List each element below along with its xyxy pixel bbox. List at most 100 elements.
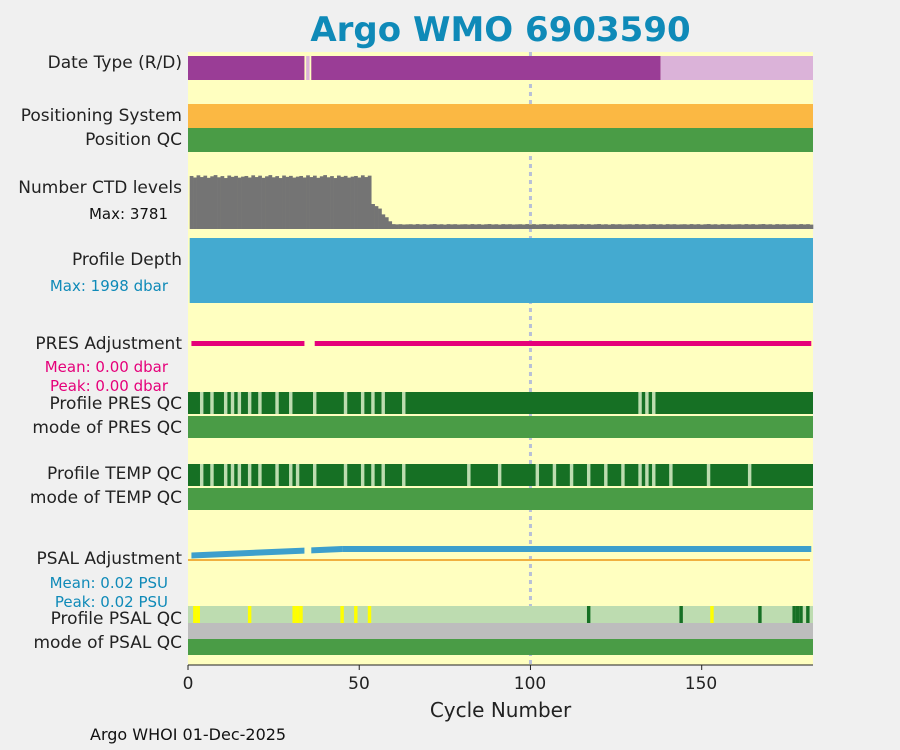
ctd-level-bar	[210, 176, 214, 229]
ctd-level-bar	[326, 177, 331, 229]
ctd-level-bar	[467, 224, 471, 229]
pres-qc-light-cycle	[258, 392, 262, 414]
ctd-level-bar	[333, 178, 338, 229]
ctd-level-bar	[672, 224, 677, 229]
ctd-level-bar	[607, 224, 612, 229]
label-mode-psal-qc: mode of PSAL QC	[33, 633, 182, 653]
ctd-level-bar	[494, 224, 499, 229]
ctd-level-bar	[686, 224, 691, 229]
ctd-level-bar	[432, 224, 437, 229]
temp-qc-light-cycle	[360, 464, 365, 486]
temp-qc-light-cycle	[237, 464, 242, 486]
temp-qc-light-cycle	[621, 464, 625, 486]
ctd-level-bar	[638, 224, 643, 229]
label-positioning-system: Positioning System	[20, 106, 182, 126]
ctd-level-bar	[408, 224, 413, 229]
ctd-level-bar	[747, 224, 752, 229]
ctd-level-bar	[491, 224, 495, 229]
temp-qc-light-cycle	[604, 464, 608, 486]
profile-pres-qc-bar	[188, 392, 813, 414]
psal-qc-flag-cycle	[299, 606, 303, 623]
psal-adjustment-band	[191, 547, 305, 559]
pres-qc-light-cycle	[275, 392, 279, 414]
psal-qc-flag-cycle	[295, 606, 300, 623]
temp-qc-light-cycle	[199, 464, 204, 486]
psal-qc-dark-cycle	[679, 606, 683, 623]
ctd-level-bar	[628, 224, 632, 229]
psal-adjustment-band	[311, 546, 343, 554]
ctd-level-bar	[658, 224, 663, 229]
temp-qc-light-cycle	[223, 464, 228, 486]
ctd-level-bar	[251, 175, 256, 229]
ctd-level-bar	[723, 224, 728, 229]
ctd-level-bar	[258, 175, 262, 229]
ctd-level-bar	[196, 175, 201, 229]
date-type-realtime-bar	[311, 56, 661, 80]
ctd-level-bar	[265, 176, 269, 229]
ctd-level-bar	[662, 224, 667, 229]
ctd-level-bar	[539, 224, 543, 229]
pres-qc-light-cycle	[381, 392, 385, 414]
ctd-level-bar	[727, 224, 732, 229]
ctd-level-bar	[350, 176, 355, 229]
pres-qc-light-cycle	[210, 392, 214, 414]
ctd-level-bar	[542, 224, 547, 229]
ctd-level-bar	[477, 224, 482, 229]
ctd-level-bar	[487, 224, 492, 229]
x-tick-100: 100	[513, 674, 547, 694]
psal-qc-dark-cycle	[795, 606, 800, 623]
label-pres-mean: Mean: 0.00 dbar	[44, 358, 168, 376]
ctd-level-bar	[254, 177, 259, 229]
ctd-level-bar	[563, 224, 567, 229]
ctd-level-bar	[504, 224, 509, 229]
pres-qc-light-cycle	[360, 392, 365, 414]
x-axis-label: Cycle Number	[429, 698, 572, 722]
temp-qc-light-cycle	[645, 464, 649, 486]
ctd-level-bar	[439, 224, 444, 229]
ctd-level-bar	[655, 224, 660, 229]
ctd-level-bar	[223, 178, 228, 229]
pres-qc-light-cycle	[223, 392, 228, 414]
temp-qc-light-cycle	[210, 464, 214, 486]
temp-qc-light-cycle	[552, 464, 557, 486]
ctd-level-bar	[497, 224, 502, 229]
psal-qc-flag-cycle	[292, 606, 296, 623]
ctd-level-bar	[682, 224, 687, 229]
temp-qc-light-cycle	[402, 464, 406, 486]
ctd-level-bar	[535, 224, 540, 229]
ctd-level-bar	[737, 224, 742, 229]
psal-qc-dark-cycle	[799, 606, 803, 623]
ctd-level-bar	[676, 224, 680, 229]
ctd-level-bar	[227, 175, 232, 229]
ctd-level-bar	[374, 206, 379, 229]
ctd-level-bar	[282, 175, 286, 229]
ctd-level-bar	[426, 224, 430, 229]
ctd-level-bar	[446, 224, 451, 229]
ctd-level-bar	[569, 224, 574, 229]
ctd-level-bar	[710, 224, 714, 229]
ctd-level-bar	[415, 224, 420, 229]
ctd-level-bar	[515, 224, 519, 229]
ctd-level-bar	[316, 177, 321, 229]
ctd-level-bar	[436, 224, 441, 229]
temp-qc-light-cycle	[467, 464, 471, 486]
ctd-level-bar	[621, 224, 625, 229]
ctd-level-bar	[734, 224, 738, 229]
ctd-level-bar	[552, 224, 557, 229]
ctd-level-bar	[347, 177, 351, 229]
ctd-level-bar	[278, 178, 283, 229]
ctd-level-bar	[556, 224, 560, 229]
ctd-level-bar	[573, 224, 577, 229]
pres-qc-light-cycle	[237, 392, 242, 414]
ctd-level-bar	[754, 224, 759, 229]
ctd-level-bar	[775, 224, 780, 229]
ctd-level-bar	[648, 224, 653, 229]
ctd-level-bar	[419, 224, 423, 229]
ctd-level-bar	[364, 177, 369, 229]
ctd-level-bar	[580, 224, 584, 229]
ctd-level-bar	[388, 221, 393, 229]
ctd-level-bar	[525, 224, 530, 229]
temp-qc-light-cycle	[313, 464, 317, 486]
ctd-level-bar	[617, 224, 622, 229]
ctd-level-bar	[299, 175, 304, 229]
